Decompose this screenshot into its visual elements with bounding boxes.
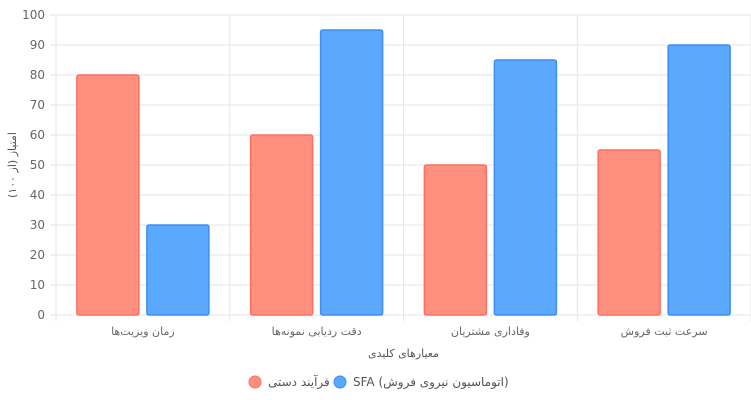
legend-swatch-0 bbox=[248, 375, 262, 389]
bar-series-1-cat-3 bbox=[667, 44, 731, 316]
y-axis-ticks: 0 10 20 30 40 50 60 70 80 90 100 bbox=[22, 8, 45, 322]
x-tick-label: سرعت ثبت فروش bbox=[621, 325, 708, 338]
bar-series-1-cat-0 bbox=[146, 224, 210, 316]
y-tick-label: 20 bbox=[30, 248, 45, 262]
y-tick-label: 80 bbox=[30, 68, 45, 82]
x-tick-label: زمان ویزیت‌ها bbox=[111, 325, 175, 338]
y-tick-label: 70 bbox=[30, 98, 45, 112]
y-tick-label: 10 bbox=[30, 278, 45, 292]
x-axis-ticks: زمان ویزیت‌ها دقت ردیابی نمونه‌ها وفاداری … bbox=[111, 325, 708, 338]
y-tick-label: 50 bbox=[30, 158, 45, 172]
y-tick-label: 40 bbox=[30, 188, 45, 202]
y-tick-label: 0 bbox=[37, 308, 45, 322]
bar-series-1-cat-1 bbox=[319, 29, 384, 316]
y-tick-label: 90 bbox=[30, 38, 45, 52]
legend-label-0: فرآیند دستی bbox=[268, 374, 330, 390]
x-tick-label: دقت ردیابی نمونه‌ها bbox=[272, 325, 362, 338]
y-tick-label: 30 bbox=[30, 218, 45, 232]
bar-series-0-cat-1 bbox=[249, 134, 314, 316]
bar-series-0-cat-3 bbox=[597, 149, 661, 316]
bar-series-1-cat-2 bbox=[493, 59, 558, 316]
bars bbox=[76, 29, 731, 316]
bar-series-0-cat-2 bbox=[423, 164, 488, 316]
legend-label-1: SFA (اتوماسیون نیروی فروش) bbox=[353, 375, 509, 390]
bar-series-0-cat-0 bbox=[76, 74, 140, 316]
x-tick-label: وفاداری مشتریان bbox=[451, 325, 530, 338]
x-axis-title: معیارهای کلیدی bbox=[368, 347, 439, 360]
legend-swatch-1 bbox=[333, 375, 347, 389]
legend: فرآیند دستی SFA (اتوماسیون نیروی فروش) bbox=[248, 374, 509, 390]
y-axis-title: امتیاز (از ۱۰۰) bbox=[6, 132, 19, 198]
y-tick-label: 60 bbox=[30, 128, 45, 142]
y-tick-label: 100 bbox=[22, 8, 45, 22]
